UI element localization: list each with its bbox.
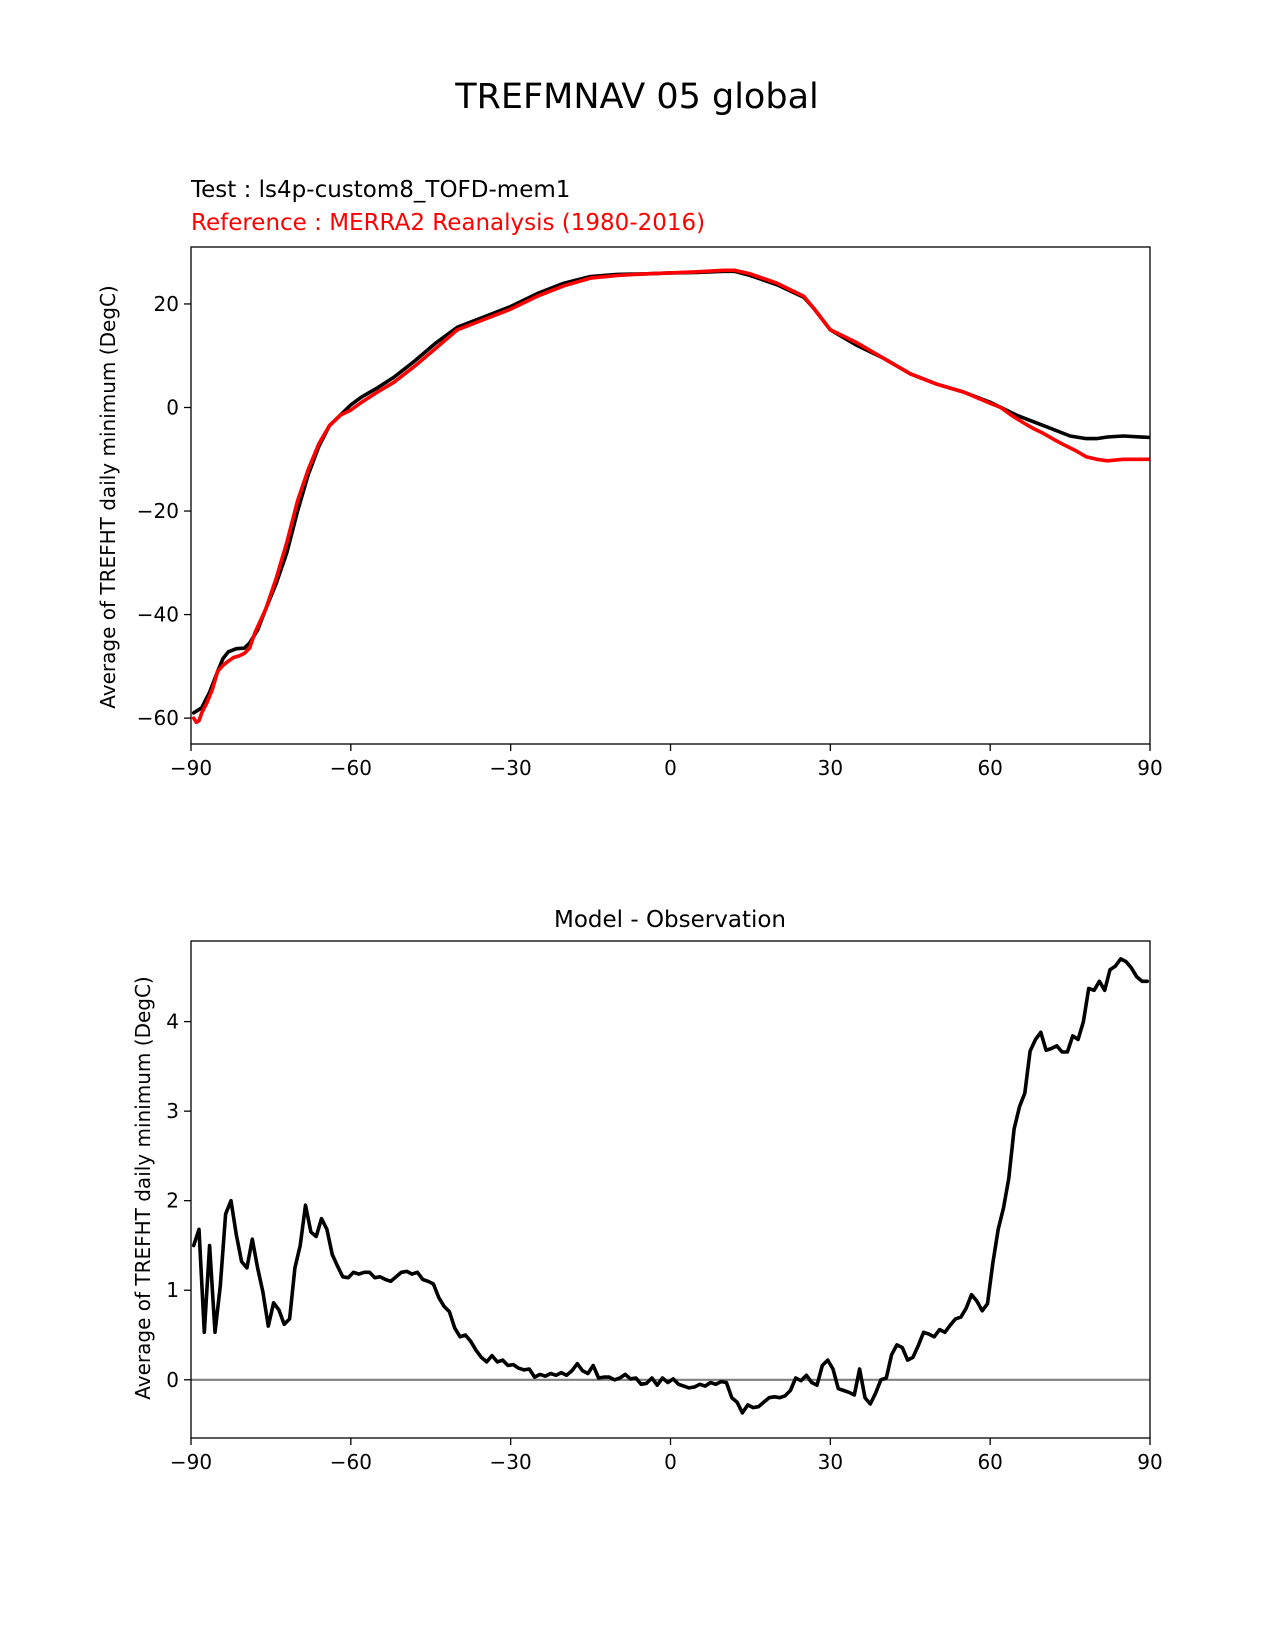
x-tick-label: 90 — [1137, 756, 1162, 780]
x-tick-label: −90 — [170, 1450, 212, 1474]
series-line-test — [191, 269, 1150, 715]
bottom-plot-area: −90 −60 −30 0 30 60 90 0 1 2 3 4 — [166, 957, 1163, 1474]
x-tick-label: −60 — [330, 756, 372, 780]
figure-title: TREFMNAV 05 global — [454, 77, 819, 117]
y-tick-label: −60 — [137, 706, 179, 730]
y-tick-label: −20 — [137, 499, 179, 523]
x-tick-label: 30 — [818, 756, 843, 780]
series-line-model-observation — [191, 957, 1150, 1415]
y-tick-label: 4 — [166, 1010, 179, 1034]
x-tick-label: −30 — [490, 756, 532, 780]
y-tick-label: 20 — [154, 292, 179, 316]
y-tick-label: 0 — [166, 395, 179, 419]
top-plot-area: −90 −60 −30 0 30 60 90 −60 −40 −20 0 20 — [137, 268, 1163, 780]
bottom-ylabel: Average of TREFHT daily minimum (DegC) — [131, 976, 155, 1400]
x-tick-label: −30 — [490, 1450, 532, 1474]
x-tick-label: 0 — [664, 1450, 677, 1474]
bottom-title: Model - Observation — [554, 907, 786, 933]
x-tick-label: −90 — [170, 756, 212, 780]
y-tick-label: 0 — [166, 1368, 179, 1392]
x-tick-label: 60 — [977, 756, 1002, 780]
top-ylabel: Average of TREFHT daily minimum (DegC) — [96, 285, 120, 709]
x-tick-label: 90 — [1137, 1450, 1162, 1474]
x-tick-label: 60 — [977, 1450, 1002, 1474]
bottom-axes-frame — [190, 940, 1151, 1439]
y-tick-label: 3 — [166, 1099, 179, 1123]
y-tick-label: 2 — [166, 1189, 179, 1213]
top-panel: Test : ls4p-custom8_TOFD-mem1 Reference … — [96, 177, 1163, 780]
top-axes-frame — [190, 246, 1151, 745]
reference-label: Reference : MERRA2 Reanalysis (1980-2016… — [191, 210, 705, 236]
y-tick-label: −40 — [137, 603, 179, 627]
test-label: Test : ls4p-custom8_TOFD-mem1 — [190, 177, 570, 203]
x-tick-label: −60 — [330, 1450, 372, 1474]
x-tick-label: 30 — [818, 1450, 843, 1474]
y-tick-label: 1 — [166, 1278, 179, 1302]
bottom-panel: Model - Observation Average of TREFHT da… — [131, 907, 1163, 1474]
series-line-reference — [191, 268, 1150, 725]
x-tick-label: 0 — [664, 756, 677, 780]
